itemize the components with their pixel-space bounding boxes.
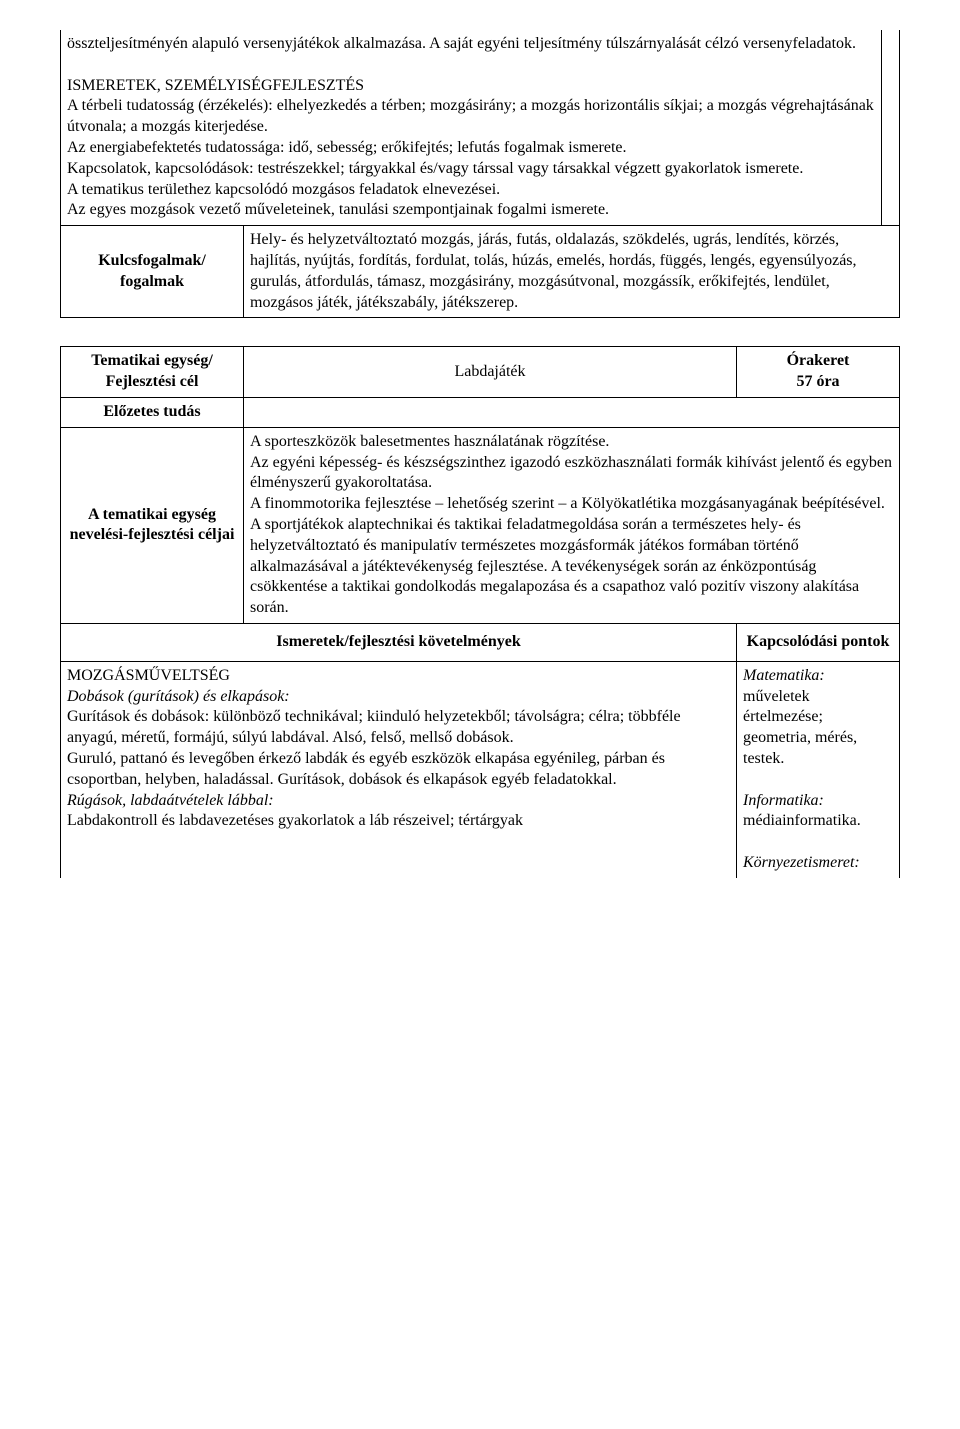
math-text: műveletek értelmezése; geometria, mérés,…: [743, 688, 857, 767]
goals-label: A tematikai egység nevelési-fejlesztési …: [61, 427, 244, 623]
thematic-unit-title: Labdajáték: [244, 347, 737, 398]
hours-value: 57 óra: [796, 373, 839, 390]
throws-heading: Dobások (gurítások) és elkapások:: [67, 688, 290, 705]
concepts-right-empty: [881, 30, 899, 226]
prior-knowledge-label: Előzetes tudás: [61, 397, 244, 427]
concepts-main-text: összteljesítményén alapuló versenyjátéko…: [61, 30, 882, 226]
thematic-unit-label: Tematikai egység/ Fejlesztési cél: [61, 347, 244, 398]
connections-content: Matematika: műveletek értelmezése; geome…: [737, 661, 900, 877]
thematic-unit-hours: Órakeret 57 óra: [737, 347, 900, 398]
hours-label: Órakeret: [787, 352, 850, 369]
informatics-label: Informatika:: [743, 792, 824, 809]
key-concepts-label: Kulcsfogalmak/ fogalmak: [61, 226, 244, 318]
environment-label: Környezetismeret:: [743, 854, 860, 871]
math-label: Matematika:: [743, 667, 825, 684]
requirements-header: Ismeretek/fejlesztési követelmények: [61, 623, 737, 661]
unit-table: Tematikai egység/ Fejlesztési cél Labdaj…: [60, 346, 900, 877]
concepts-table: összteljesítményén alapuló versenyjátéko…: [60, 30, 900, 318]
requirements-content: MOZGÁSMŰVELTSÉG Dobások (gurítások) és e…: [61, 661, 737, 877]
goals-content: A sporteszközök balesetmentes használatá…: [244, 427, 900, 623]
throws-text: Gurítások és dobások: különböző techniká…: [67, 708, 681, 787]
connections-header: Kapcsolódási pontok: [737, 623, 900, 661]
prior-knowledge-content: [244, 397, 900, 427]
informatics-text: médiainformatika.: [743, 812, 861, 829]
kicks-heading: Rúgások, labdaátvételek lábbal:: [67, 792, 274, 809]
movement-literacy-heading: MOZGÁSMŰVELTSÉG: [67, 667, 230, 684]
key-concepts-content: Hely- és helyzetváltoztató mozgás, járás…: [244, 226, 900, 318]
kicks-text: Labdakontroll és labdavezetéses gyakorla…: [67, 812, 523, 829]
